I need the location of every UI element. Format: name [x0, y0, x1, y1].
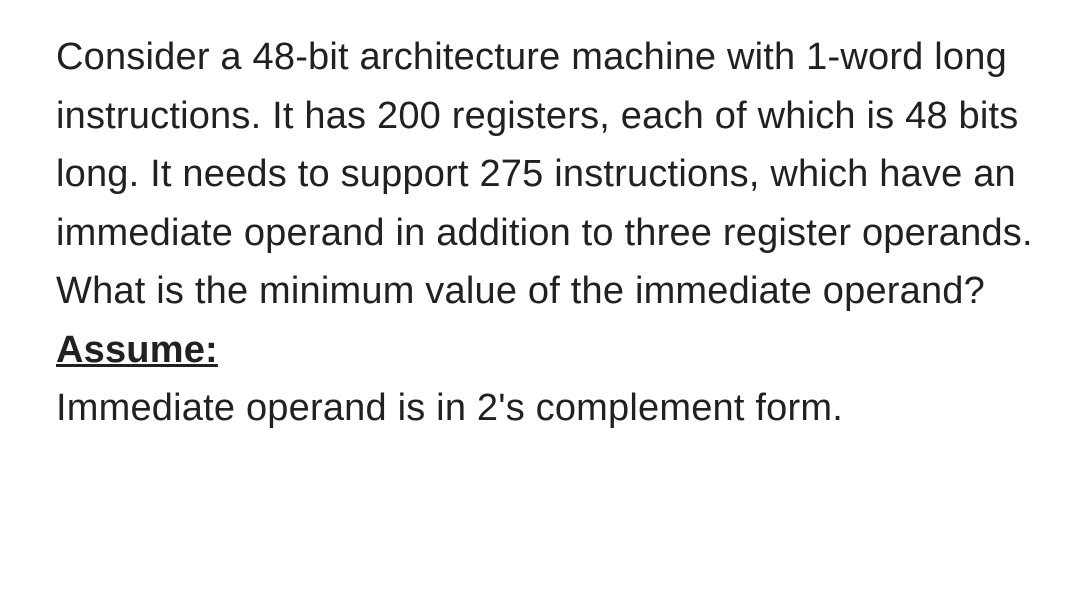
- assume-text: Immediate operand is in 2's complement f…: [56, 387, 843, 429]
- question-body: Consider a 48-bit architecture machine w…: [56, 36, 1033, 312]
- assume-label: Assume:: [56, 329, 218, 371]
- question-block: Consider a 48-bit architecture machine w…: [0, 0, 1080, 438]
